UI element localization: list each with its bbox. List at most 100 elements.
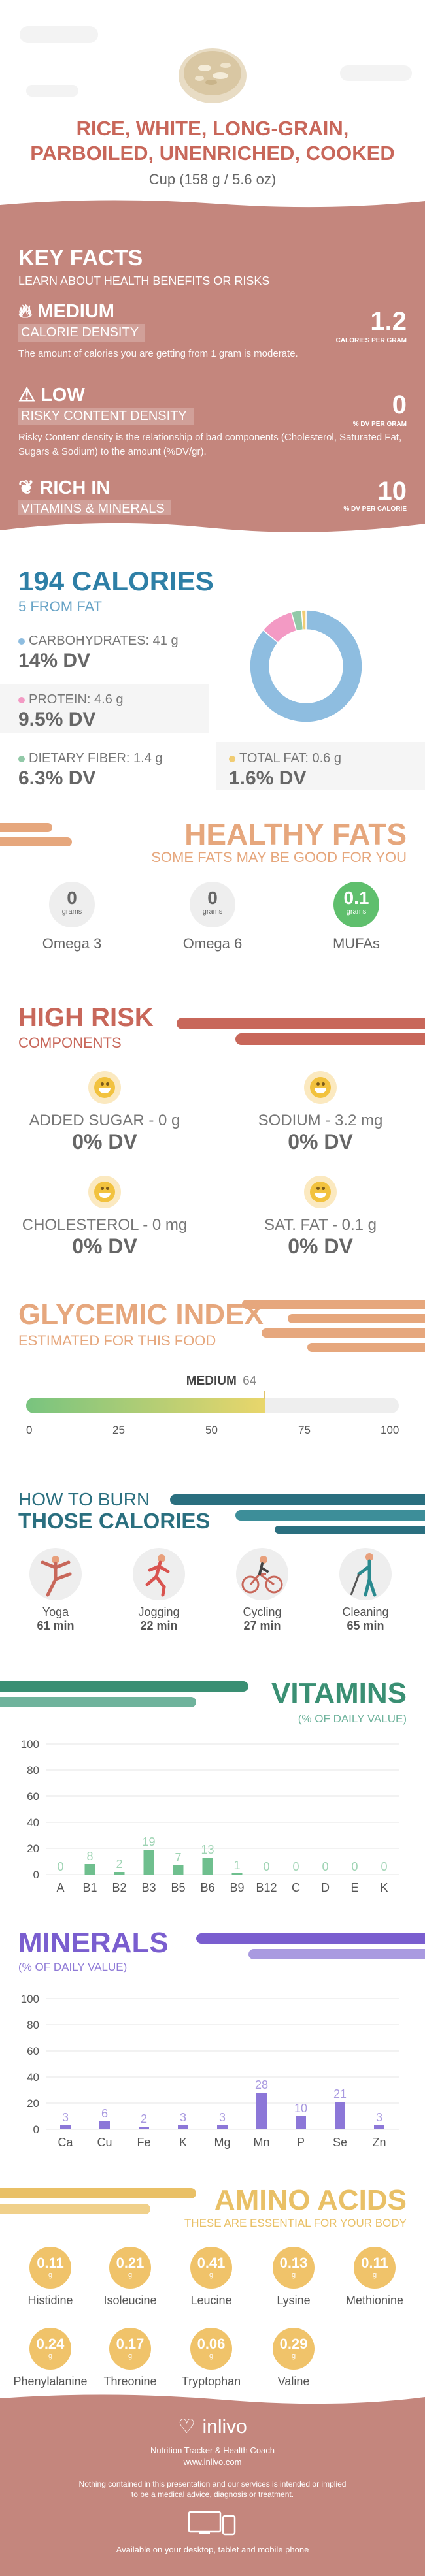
wave-divider — [0, 2394, 425, 2411]
food-title: RICE, WHITE, LONG-GRAIN, PARBOILED, UNEN… — [30, 117, 395, 165]
amino-leucine: 0.41 g Leucine — [169, 2247, 254, 2308]
burn-title-line2: THOSE CALORIES — [18, 1509, 211, 1533]
x-tick-label: B12 — [256, 1881, 277, 1894]
fat-omega3: 0 grams Omega 3 — [20, 882, 124, 952]
vitamins-subtitle: (% OF DAILY VALUE) — [298, 1713, 407, 1725]
gi-tick-label: 100 — [381, 1424, 400, 1436]
amino-threonine: 0.17 g Threonine — [88, 2328, 173, 2389]
bar-value-label: 6 — [101, 2107, 108, 2120]
legend-dot — [18, 756, 25, 762]
bar-Mg — [217, 2125, 228, 2129]
high-risk-subtitle: COMPONENTS — [18, 1035, 122, 1051]
footer-url[interactable]: www.inlivo.com — [183, 2457, 242, 2467]
bar-value-label: 28 — [255, 2078, 268, 2091]
bar-value-label: 0 — [381, 1860, 387, 1873]
risk-sodium: SODIUM - 3.2 mg 0% DV — [222, 1071, 418, 1154]
bar-value-label: 0 — [263, 1860, 269, 1873]
burn-calories-section: HOW TO BURN THOSE CALORIES Yoga 61 min J… — [0, 1476, 425, 1652]
x-tick-label: B6 — [200, 1881, 214, 1894]
bar-value-label: 3 — [62, 2111, 69, 2124]
x-tick-label: K — [179, 2136, 187, 2149]
x-tick-label: K — [380, 1881, 388, 1894]
healthy-fats-subtitle: SOME FATS MAY BE GOOD FOR YOU — [151, 849, 407, 865]
stripe-decoration — [235, 1510, 425, 1521]
calories-section: 194 CALORIES 5 FROM FAT CARBOHYDRATES: 4… — [0, 542, 425, 816]
bar-value-label: 3 — [219, 2111, 226, 2124]
legend-dot — [229, 756, 235, 762]
amino-lysine: 0.13 g Lysine — [251, 2247, 336, 2308]
x-tick-label: Ca — [58, 2136, 73, 2149]
key-facts-subtitle: LEARN ABOUT HEALTH BENEFITS OR RISKS — [18, 274, 270, 287]
x-tick-label: B9 — [230, 1881, 244, 1894]
key-fact-desc: Risky Content density is the relationshi… — [18, 432, 402, 457]
x-tick-label: Mg — [214, 2136, 230, 2149]
stripe-decoration — [242, 1300, 425, 1309]
calories-title: 194 CALORIES — [18, 566, 214, 596]
bar-B9 — [231, 1873, 243, 1875]
stripe-decoration — [0, 1681, 248, 1692]
legend-dot — [18, 638, 25, 645]
heart-logo-icon: ♡ — [178, 2416, 196, 2438]
bar-B2 — [114, 1872, 125, 1875]
activity-jogging: Jogging 22 min — [116, 1548, 201, 1633]
vitamins-bar-chart: 0204060801000A8B12B219B37B513B61B90B120C… — [21, 1738, 399, 1894]
bar-value-label: 21 — [333, 2087, 347, 2101]
minerals-subtitle: (% OF DAILY VALUE) — [18, 1961, 128, 1973]
key-fact-value: 1.2 — [370, 307, 407, 336]
activity-yoga: Yoga 61 min — [13, 1548, 98, 1633]
x-tick-label: Cu — [97, 2136, 112, 2149]
amino-tryptophan: 0.06 g Tryptophan — [169, 2328, 254, 2389]
burn-title-line1: HOW TO BURN — [18, 1489, 150, 1509]
amino-phenylalanine: 0.24 g Phenylalanine — [8, 2328, 93, 2389]
yoga-icon — [29, 1548, 82, 1600]
bar-K — [178, 2125, 188, 2129]
bar-value-label: 8 — [86, 1850, 93, 1863]
y-tick-label: 20 — [27, 2097, 39, 2110]
x-tick-label: E — [350, 1881, 358, 1894]
risk-sat-fat: SAT. FAT - 0.1 g 0% DV — [222, 1176, 418, 1259]
bar-value-label: 10 — [294, 2102, 307, 2115]
leaf-icon: ❦ — [18, 477, 35, 498]
glycemic-index-section: GLYCEMIC INDEX ESTIMATED FOR THIS FOOD M… — [0, 1293, 425, 1463]
bar-Mn — [256, 2093, 267, 2129]
food-image — [178, 48, 246, 103]
x-tick-label: Se — [333, 2136, 347, 2149]
cleaning-icon — [339, 1548, 392, 1600]
activity-cleaning: Cleaning 65 min — [323, 1548, 408, 1633]
high-risk-title: HIGH RISK — [18, 1003, 154, 1032]
key-fact-unit: % DV PER CALORIE — [343, 506, 407, 513]
bar-Ca — [60, 2125, 71, 2129]
amino-methionine: 0.11 g Methionine — [332, 2247, 417, 2308]
bar-value-label: 13 — [201, 1843, 214, 1856]
x-tick-label: A — [56, 1881, 64, 1894]
x-tick-label: B5 — [171, 1881, 185, 1894]
jogging-icon — [133, 1548, 185, 1600]
x-tick-label: Zn — [372, 2136, 386, 2149]
fat-mufas: 0.1 grams MUFAs — [304, 882, 409, 952]
nutrient-carbohydrates: CARBOHYDRATES: 41 g 14% DV — [18, 634, 178, 671]
x-tick-label: D — [321, 1881, 330, 1894]
wave-divider — [0, 200, 425, 217]
stripe-decoration — [248, 1949, 425, 1959]
key-fact-unit: CALORIES PER GRAM — [335, 337, 407, 344]
minerals-bar-chart: 0 20 40 60 80 100 3 Ca 6 Cu 2 Fe 3 K 3 Mg 28 Mn 10 P 21 Se 3 Zn — [21, 1993, 399, 2149]
cloud-decoration — [26, 85, 78, 97]
y-tick-label: 80 — [27, 2019, 39, 2031]
healthy-fats-title: HEALTHY FATS — [184, 817, 407, 851]
stripe-decoration — [0, 1697, 196, 1707]
footer-disclaimer-line1: Nothing contained in this presentation a… — [78, 2479, 347, 2488]
x-tick-label: P — [297, 2136, 305, 2149]
header: RICE, WHITE, LONG-GRAIN, PARBOILED, UNEN… — [0, 0, 425, 196]
y-tick-label: 80 — [27, 1764, 39, 1777]
stripe-decoration — [170, 1494, 425, 1505]
serving-size: Cup (158 g / 5.6 oz) — [148, 171, 277, 187]
y-tick-label: 60 — [27, 2045, 39, 2057]
legend-dot — [18, 697, 25, 703]
nutrient-fiber: DIETARY FIBER: 1.4 g 6.3% DV — [18, 751, 163, 789]
key-fact-vitamins-minerals: ❦ RICH IN VITAMINS & MINERALS 10 % DV PE… — [18, 477, 407, 518]
stripe-decoration — [262, 1328, 425, 1338]
y-tick-label: 40 — [27, 2071, 39, 2084]
stripe-decoration — [0, 837, 72, 846]
bar-B6 — [202, 1858, 213, 1875]
donut-slice-carbohydrates — [249, 609, 363, 723]
